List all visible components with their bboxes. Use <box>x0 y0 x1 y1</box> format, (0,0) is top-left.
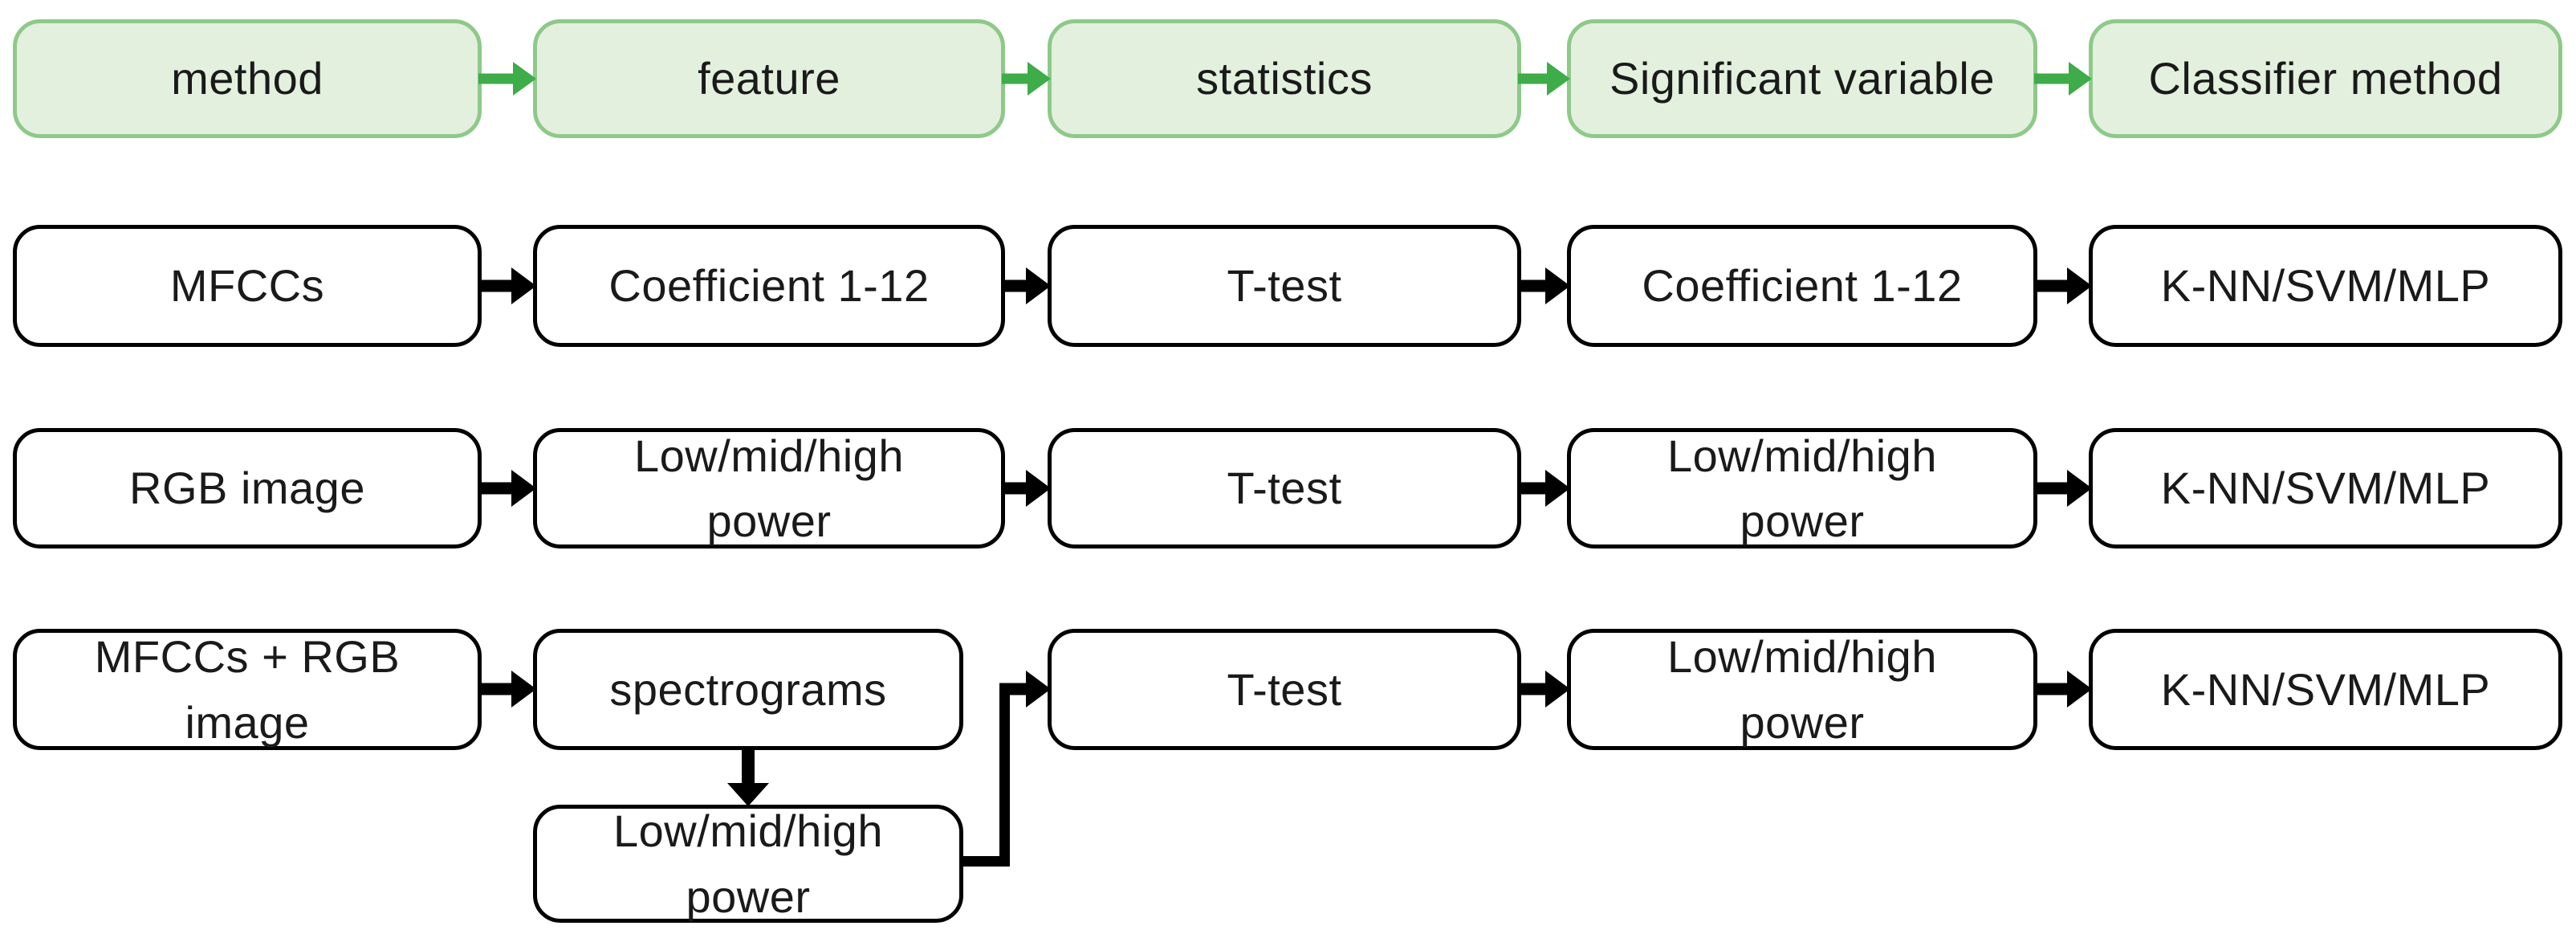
node-coefficient-1-12-significant: Coefficient 1-12 <box>1567 225 2037 347</box>
arrow-icon-spectrograms-lmh-down <box>727 748 769 806</box>
arrow-icon-lmh-knn <box>2034 467 2092 509</box>
arrow-icon-ttest-lmh <box>1518 467 1570 509</box>
node-lmh-power-branch-label: Low/mid/high power <box>613 805 883 922</box>
node-knn-svm-mlp-row3: K-NN/SVM/MLP <box>2089 629 2562 750</box>
node-mfccs: MFCCs <box>13 225 482 347</box>
node-lmh-power-significant-row3-label: Low/mid/high power <box>1667 631 1937 748</box>
arrow-icon-method-feature <box>478 58 536 100</box>
arrow-icon-mfccs-coefficient <box>478 265 536 307</box>
node-lmh-power-branch: Low/mid/high power <box>533 805 963 923</box>
arrow-icon-lmh-ttest <box>1002 467 1051 509</box>
node-knn-svm-mlp-row2-label: K-NN/SVM/MLP <box>2160 463 2491 514</box>
arrow-icon-statistics-significant <box>1518 58 1570 100</box>
node-ttest-row1-label: T-test <box>1227 260 1342 312</box>
node-lmh-power-significant-row2-label: Low/mid/high power <box>1667 430 1937 546</box>
node-coefficient-1-12-feature-label: Coefficient 1-12 <box>608 260 930 312</box>
node-lmh-power-significant-row3: Low/mid/high power <box>1567 629 2037 750</box>
node-feature-label: feature <box>698 53 840 104</box>
node-rgb-image: RGB image <box>13 428 482 549</box>
node-statistics-label: statistics <box>1196 53 1373 104</box>
node-method-label: method <box>171 53 324 104</box>
arrow-icon-coefficient-knn <box>2034 265 2092 307</box>
connector-elbow-vertical <box>999 684 1010 867</box>
node-statistics: statistics <box>1048 19 1521 138</box>
arrow-icon-coefficient-ttest <box>1002 265 1051 307</box>
node-coefficient-1-12-feature: Coefficient 1-12 <box>533 225 1005 347</box>
node-classifier-method: Classifier method <box>2089 19 2562 138</box>
node-knn-svm-mlp-row1: K-NN/SVM/MLP <box>2089 225 2562 347</box>
node-method: method <box>13 19 482 138</box>
connector-elbow-horizontal <box>960 856 1010 867</box>
node-ttest-row3-label: T-test <box>1227 663 1342 715</box>
arrow-icon-feature-statistics <box>1002 58 1051 100</box>
node-rgb-image-label: RGB image <box>129 463 365 514</box>
node-mfccs-rgb-image: MFCCs + RGB image <box>13 629 482 750</box>
node-spectrograms-label: spectrograms <box>609 663 887 715</box>
node-significant-variable-label: Significant variable <box>1609 53 1996 104</box>
node-knn-svm-mlp-row1-label: K-NN/SVM/MLP <box>2160 260 2491 312</box>
node-mfccs-rgb-image-label: MFCCs + RGB image <box>94 631 401 748</box>
node-classifier-method-label: Classifier method <box>2148 53 2503 104</box>
node-knn-svm-mlp-row3-label: K-NN/SVM/MLP <box>2160 663 2491 715</box>
node-lmh-power-feature: Low/mid/high power <box>533 428 1005 549</box>
node-coefficient-1-12-significant-label: Coefficient 1-12 <box>1642 260 1963 312</box>
node-mfccs-label: MFCCs <box>169 260 325 312</box>
arrow-icon-significant-classifier <box>2034 58 2092 100</box>
arrow-icon-mfccsrgb-spectrograms <box>478 668 536 710</box>
node-ttest-row1: T-test <box>1048 225 1521 347</box>
node-knn-svm-mlp-row2: K-NN/SVM/MLP <box>2089 428 2562 549</box>
arrow-icon-ttest-lmh-row3 <box>1518 668 1570 710</box>
node-spectrograms: spectrograms <box>533 629 963 750</box>
node-ttest-row2: T-test <box>1048 428 1521 549</box>
node-ttest-row3: T-test <box>1048 629 1521 750</box>
node-significant-variable: Significant variable <box>1567 19 2037 138</box>
arrow-icon-lmh-knn-row3 <box>2034 668 2092 710</box>
node-lmh-power-significant-row2: Low/mid/high power <box>1567 428 2037 549</box>
arrow-icon-branch-ttest <box>999 668 1051 710</box>
node-feature: feature <box>533 19 1005 138</box>
arrow-icon-ttest-coefficient <box>1518 265 1570 307</box>
node-ttest-row2-label: T-test <box>1227 463 1342 514</box>
node-lmh-power-feature-label: Low/mid/high power <box>634 430 904 546</box>
arrow-icon-rgb-lmh <box>478 467 536 509</box>
